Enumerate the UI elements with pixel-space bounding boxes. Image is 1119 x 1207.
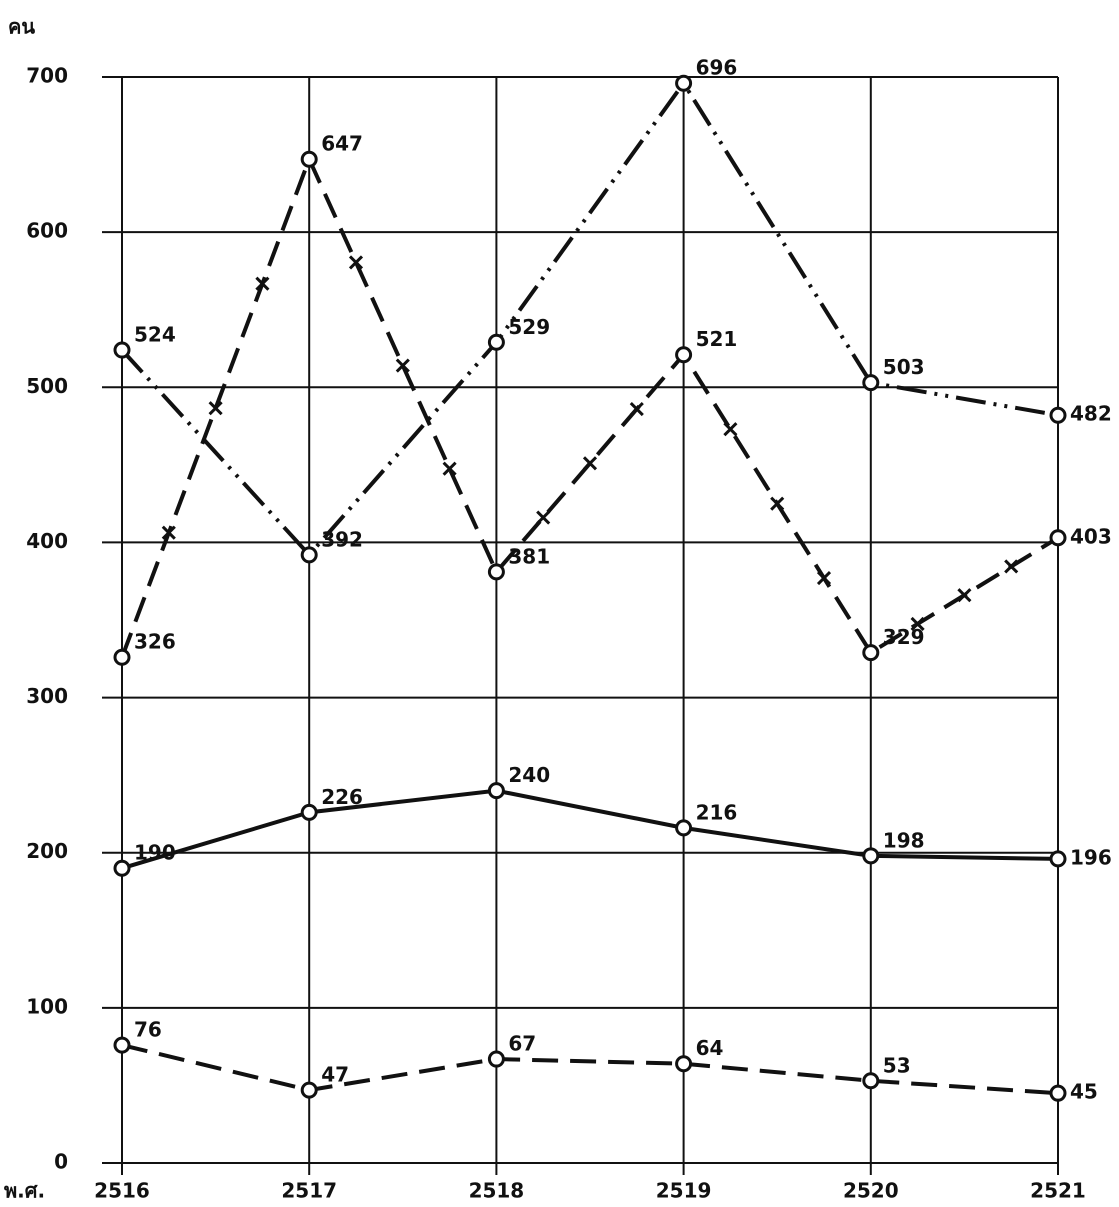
data-label: 47 [321,1063,349,1087]
data-point [113,648,131,666]
data-point [862,1072,880,1090]
series-line [120,154,1060,658]
series-line [120,79,1059,558]
cross-marker [161,525,176,540]
data-label: 53 [883,1053,911,1077]
x-tick-label: 2521 [1030,1179,1086,1203]
y-tick-label: 400 [26,529,68,553]
data-point [675,346,693,364]
data-label: 503 [883,355,925,379]
series-line [121,1043,1059,1096]
cross-marker [395,358,410,373]
data-label: 529 [508,315,550,339]
data-point [1049,406,1067,424]
data-point [300,1081,318,1099]
data-point [300,803,318,821]
data-point [862,374,880,392]
series-line [121,788,1059,871]
data-label: 240 [508,763,550,787]
cross-marker [770,496,785,511]
data-label: 482 [1070,402,1112,426]
data-point [862,847,880,865]
data-point [487,782,505,800]
cross-marker [582,456,598,471]
data-point [300,546,318,564]
data-label: 326 [134,630,176,654]
data-label: 696 [696,56,738,80]
cross-marker [910,616,925,631]
cross-marker [723,422,738,437]
x-tick-label: 2516 [94,1179,150,1203]
data-point [862,644,880,662]
x-tick-label: 2519 [656,1179,712,1203]
data-label: 403 [1070,524,1112,548]
cross-marker [536,510,551,525]
data-point [675,1055,693,1073]
data-point [300,150,318,168]
cross-marker [208,401,223,416]
cross-marker [816,571,832,586]
data-point [487,333,505,351]
y-tick-label: 700 [26,64,68,88]
data-label: 524 [134,323,176,347]
cross-marker [957,588,972,603]
data-label: 196 [1070,845,1112,869]
data-label: 216 [696,800,738,824]
data-label: 381 [508,544,550,568]
x-axis-label: พ.ศ. [4,1179,45,1203]
y-tick-label: 200 [26,839,68,863]
data-label: 198 [883,828,925,852]
data-point [675,819,693,837]
x-tick-label: 2517 [281,1179,337,1203]
data-point [1049,1084,1067,1102]
cross-marker [629,401,644,417]
x-tick-label: 2520 [843,1179,899,1203]
data-label: 76 [134,1018,162,1042]
y-tick-label: 300 [26,684,68,708]
x-tick-label: 2518 [469,1179,525,1203]
cross-marker [442,461,457,476]
data-label: 329 [883,625,925,649]
data-point [487,1050,505,1068]
y-tick-label: 100 [26,994,68,1018]
data-point [113,859,131,877]
data-point [1049,529,1067,547]
data-label: 45 [1070,1080,1098,1104]
cross-marker [348,255,364,270]
y-tick-label: 500 [26,374,68,398]
data-label: 67 [508,1032,536,1056]
data-label: 647 [321,132,363,156]
data-label: 521 [696,327,738,351]
y-axis-label: คน [8,15,35,39]
data-label: 64 [696,1036,724,1060]
data-label: 392 [321,527,363,551]
data-label: 190 [134,841,176,865]
data-point [1049,850,1067,868]
data-label: 226 [321,785,363,809]
data-point [487,563,505,581]
cross-marker [1004,559,1019,574]
data-point [113,1036,131,1054]
y-tick-label: 0 [54,1150,68,1174]
data-point [113,341,131,359]
y-tick-label: 600 [26,219,68,243]
data-point [675,74,693,92]
cross-marker [255,276,270,291]
